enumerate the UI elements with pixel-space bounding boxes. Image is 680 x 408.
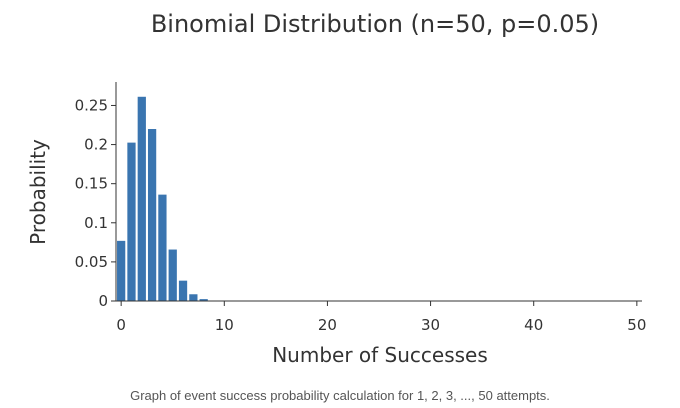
x-tick-label: 50: [627, 316, 646, 334]
y-axis-label: Probability: [26, 139, 50, 245]
y-tick-group: 0 0.05 0.1 0.15 0.2 0.25: [75, 96, 116, 310]
y-tick-label: 0.05: [75, 253, 108, 271]
x-tick-group: 0 10 20 30 40 50: [116, 301, 646, 334]
x-tick-label: 40: [524, 316, 543, 334]
bar-8: [199, 299, 208, 301]
bar-0: [117, 240, 126, 301]
x-tick-label: 30: [421, 316, 440, 334]
x-tick-label: 10: [215, 316, 234, 334]
bar-group: [117, 96, 229, 301]
bar-3: [147, 129, 157, 301]
bar-4: [158, 194, 167, 301]
x-tick-label: 0: [116, 316, 126, 334]
bar-7: [189, 294, 198, 301]
y-tick-label: 0.2: [84, 136, 108, 154]
figure-caption: Graph of event success probability calcu…: [130, 388, 550, 403]
y-tick-label: 0: [98, 292, 108, 310]
y-tick-label: 0.25: [75, 96, 108, 114]
bar-1: [127, 142, 136, 301]
bar-2: [137, 96, 146, 301]
bar-6: [178, 280, 188, 301]
y-tick-label: 0.15: [75, 175, 108, 193]
y-tick-label: 0.1: [84, 214, 108, 232]
x-axis-label: Number of Successes: [272, 343, 488, 367]
bar-5: [168, 249, 177, 301]
x-tick-label: 20: [318, 316, 337, 334]
chart-title: Binomial Distribution (n=50, p=0.05): [151, 10, 599, 38]
